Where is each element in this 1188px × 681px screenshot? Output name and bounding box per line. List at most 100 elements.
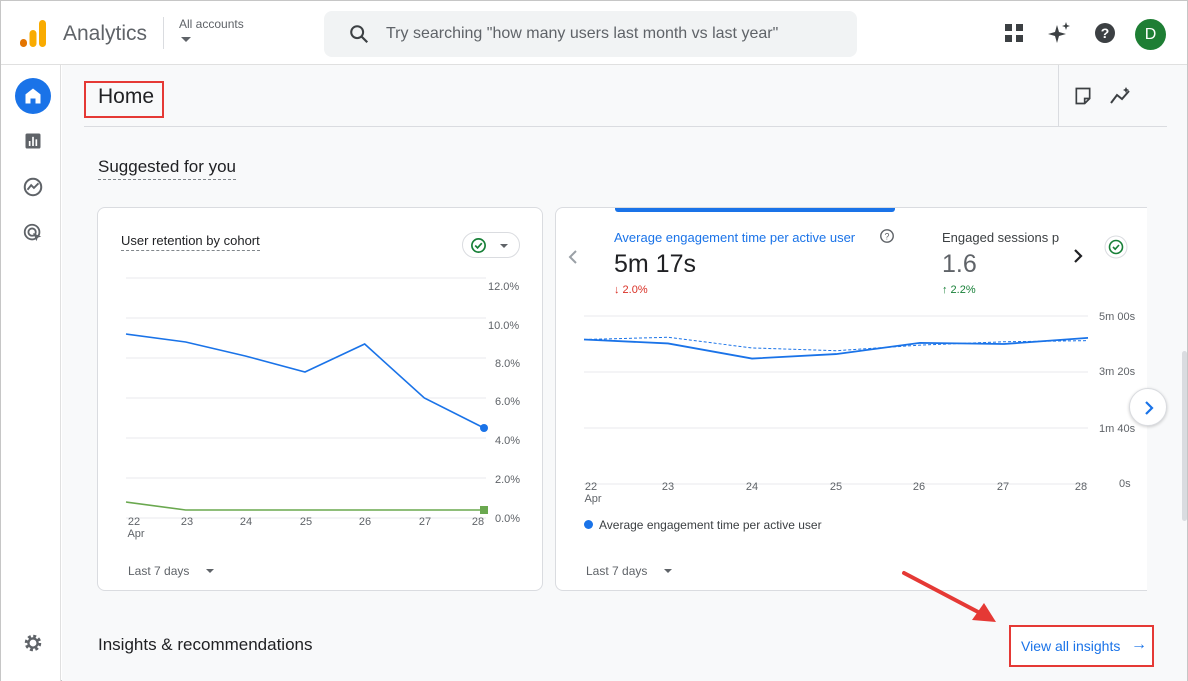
scrollbar[interactable]	[1182, 351, 1187, 521]
svg-text:?: ?	[885, 232, 890, 242]
metric-delta-down: ↓ 2.0%	[614, 284, 648, 296]
apps-grid-icon[interactable]	[1002, 21, 1026, 45]
header-separator	[84, 126, 1167, 127]
metric-tab-label[interactable]: Average engagement time per active user	[614, 230, 856, 245]
left-nav	[1, 65, 61, 681]
avatar[interactable]: D	[1135, 19, 1166, 50]
chevron-down-icon[interactable]	[664, 569, 672, 573]
top-bar: Analytics All accounts Try searching "ho…	[1, 1, 1187, 65]
carousel-next-button[interactable]	[1129, 388, 1167, 426]
engagement-chart	[583, 315, 1089, 485]
data-point	[480, 424, 488, 432]
view-all-insights-button[interactable]: View all insights →	[1009, 625, 1154, 667]
date-range-selector[interactable]: Last 7 days	[586, 564, 648, 578]
arrow-right-icon: →	[1131, 636, 1147, 653]
date-range-selector[interactable]: Last 7 days	[128, 564, 190, 578]
chevron-right-icon[interactable]	[1072, 247, 1084, 265]
y-tick-label: 12.0%	[488, 281, 520, 293]
check-circle-icon[interactable]	[1104, 235, 1128, 259]
page-title: Home	[98, 85, 155, 108]
svg-text:?: ?	[1101, 25, 1110, 41]
search-icon	[350, 25, 369, 44]
x-tick-label: 28	[1074, 481, 1088, 493]
retention-card-title[interactable]: User retention by cohort	[121, 233, 260, 251]
section-title-insights: Insights & recommendations	[98, 635, 313, 654]
search-input[interactable]: Try searching "how many users last month…	[324, 11, 857, 57]
x-tick-label: 23	[180, 516, 194, 528]
y-tick-label: 2.0%	[495, 474, 521, 486]
x-tick-label: 22	[584, 481, 598, 493]
gear-icon	[24, 634, 42, 652]
search-placeholder: Try searching "how many users last month…	[386, 25, 779, 42]
analytics-logo-icon[interactable]	[18, 19, 48, 49]
y-tick-label: 3m 20s	[1099, 366, 1136, 378]
legend-label: Average engagement time per active user	[599, 518, 822, 532]
y-tick-label: 10.0%	[488, 320, 520, 332]
account-selector[interactable]: All accounts	[179, 17, 244, 31]
series-line	[583, 336, 1089, 360]
topbar-divider	[163, 17, 164, 49]
series-line	[125, 333, 485, 429]
chevron-down-icon[interactable]	[206, 569, 214, 573]
engagement-card: Average engagement time per active user …	[555, 207, 1147, 591]
x-tick-sublabel: Apr	[584, 493, 602, 505]
view-all-insights-label: View all insights	[1021, 638, 1121, 654]
x-tick-sublabel: Apr	[127, 528, 145, 540]
nav-reports[interactable]	[15, 123, 51, 159]
metric-delta-up: ↑ 2.2%	[942, 284, 976, 296]
home-icon	[25, 88, 41, 104]
nav-home[interactable]	[15, 78, 51, 114]
nav-explore[interactable]	[15, 169, 51, 205]
chevron-down-icon[interactable]	[181, 37, 191, 42]
chevron-down-icon	[500, 244, 508, 248]
series-line	[125, 501, 484, 511]
legend-swatch	[584, 520, 593, 529]
y-tick-label: 4.0%	[495, 435, 521, 447]
x-tick-label: 24	[745, 481, 759, 493]
nav-advertising[interactable]	[15, 215, 51, 251]
data-point	[480, 506, 488, 514]
y-tick-label: 8.0%	[495, 358, 521, 370]
x-tick-label: 25	[299, 516, 313, 528]
selected-metric-indicator	[615, 208, 895, 212]
chevron-right-icon	[1145, 401, 1154, 415]
annotation-arrow	[902, 571, 996, 622]
check-circle-icon	[471, 238, 486, 253]
x-tick-label: 27	[418, 516, 432, 528]
y-tick-label: 0s	[1119, 478, 1131, 490]
metric-tab-label[interactable]: Engaged sessions p	[942, 230, 1060, 245]
retention-card: User retention by cohort 12.0% 10.0% 8.0…	[97, 207, 543, 591]
y-tick-label: 1m 40s	[1099, 423, 1136, 435]
section-title-suggested[interactable]: Suggested for you	[98, 157, 236, 180]
x-tick-label: 27	[996, 481, 1010, 493]
notes-icon[interactable]	[1073, 86, 1093, 106]
metric-value: 5m 17s	[614, 250, 696, 278]
chevron-left-icon[interactable]	[567, 249, 579, 265]
card-status-dropdown[interactable]	[462, 232, 520, 258]
x-tick-label: 28	[471, 516, 485, 528]
retention-chart	[125, 277, 488, 519]
nav-settings[interactable]	[15, 625, 51, 661]
y-tick-label: 5m 00s	[1099, 311, 1136, 323]
explore-icon	[23, 177, 43, 197]
y-tick-label: 6.0%	[495, 396, 521, 408]
help-icon[interactable]: ?	[1093, 21, 1117, 45]
metric-value: 1.6	[942, 250, 977, 278]
x-tick-label: 22	[127, 516, 141, 528]
comparison-series-line	[583, 336, 1089, 352]
header-divider	[1058, 65, 1059, 126]
y-tick-label: 0.0%	[495, 513, 521, 525]
x-tick-label: 26	[912, 481, 926, 493]
x-tick-label: 23	[661, 481, 675, 493]
x-tick-label: 26	[358, 516, 372, 528]
insights-trend-icon[interactable]	[1109, 85, 1133, 107]
app-name: Analytics	[63, 22, 148, 45]
main-content: Home Suggested for you User retention by…	[62, 65, 1187, 681]
reports-icon	[25, 133, 41, 149]
x-tick-label: 24	[239, 516, 253, 528]
annotation-box-home	[84, 81, 164, 118]
sparkle-icon[interactable]	[1047, 21, 1071, 45]
advertising-icon	[23, 223, 42, 242]
help-outline-icon[interactable]: ?	[879, 228, 895, 244]
